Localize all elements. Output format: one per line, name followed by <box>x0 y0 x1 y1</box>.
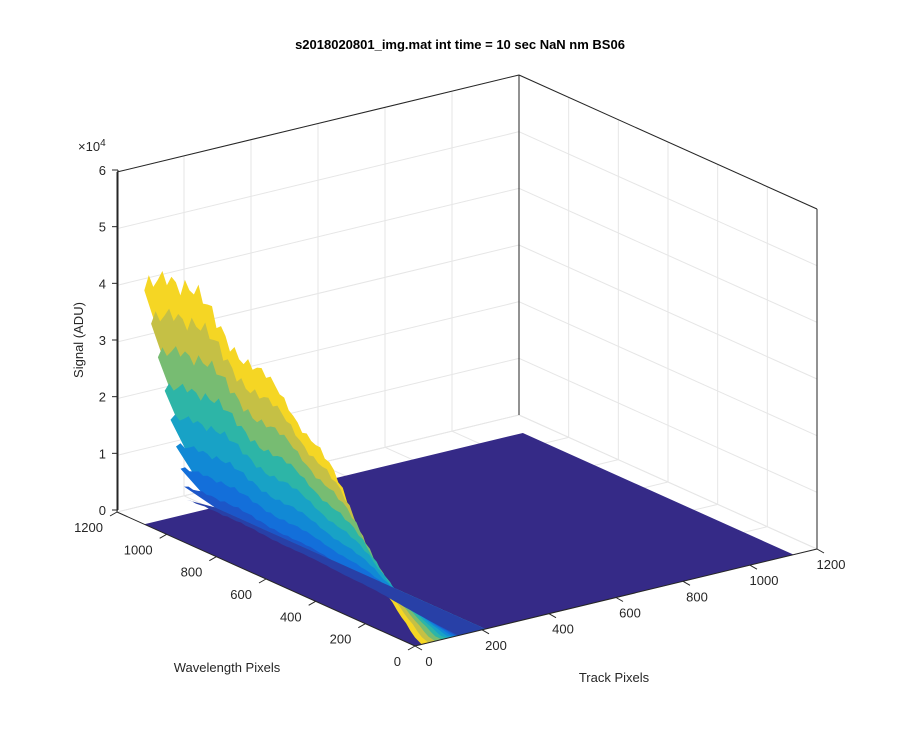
surface-band <box>176 443 486 637</box>
wavelength-tick-label: 1000 <box>124 542 153 557</box>
wavelength-tick-mark <box>159 533 167 539</box>
track-tick-mark <box>481 629 490 635</box>
track-tick-mark <box>749 564 758 570</box>
wavelength-tick-mark <box>407 645 416 651</box>
signal-tick-label: 3 <box>99 333 106 348</box>
grid-line <box>518 244 818 380</box>
track-tick-label: 400 <box>552 622 574 637</box>
surface-band <box>186 500 486 636</box>
surface-band <box>180 467 486 636</box>
z-axis-label: Signal (ADU) <box>71 302 86 378</box>
wavelength-tick-mark <box>308 600 316 606</box>
wavelength-tick-mark <box>109 511 118 517</box>
track-tick-label: 1000 <box>750 573 779 588</box>
signal-axis-ticks: 0 1 2 3 4 5 6 <box>99 163 118 518</box>
wavelength-tick-label: 0 <box>394 654 401 669</box>
wavelength-tick-mark <box>209 556 217 562</box>
wavelength-tick-label: 400 <box>280 609 302 624</box>
signal-tick-label: 2 <box>99 390 106 405</box>
track-tick-label: 200 <box>485 638 507 653</box>
signal-tick-label: 4 <box>99 276 106 291</box>
grid-line <box>116 187 520 286</box>
grid-line <box>116 131 520 230</box>
wavelength-tick-mark <box>258 578 267 584</box>
z-exponent: ×104 <box>78 138 106 154</box>
y-axis-label: Wavelength Pixels <box>174 660 281 675</box>
grid-line <box>518 414 818 550</box>
track-tick-mark <box>414 645 423 651</box>
surface-band <box>164 383 486 640</box>
surface-band <box>151 308 486 643</box>
x-axis-label: Track Pixels <box>579 670 650 685</box>
signal-tick-label: 6 <box>99 163 106 178</box>
track-tick-mark <box>615 597 624 602</box>
surface-band <box>157 346 486 642</box>
wavelength-axis-ticks: 0 200 400 600 800 1000 1200 <box>74 511 416 669</box>
signal-tick-label: 5 <box>99 220 106 235</box>
track-axis-ticks: 0 200 400 600 800 1000 1200 <box>414 548 846 669</box>
track-tick-label: 1200 <box>817 557 846 572</box>
wavelength-tick-label: 800 <box>181 565 203 580</box>
grid-line <box>518 187 818 323</box>
chart-title: s2018020801_img.mat int time = 10 sec Na… <box>295 37 625 52</box>
box-edge <box>518 74 818 210</box>
surface <box>144 271 794 646</box>
track-tick-mark <box>682 580 691 586</box>
wavelength-tick-label: 200 <box>330 632 352 647</box>
grid-line <box>518 357 818 493</box>
track-tick-label: 0 <box>425 654 432 669</box>
surface-band <box>170 414 486 639</box>
signal-tick-label: 1 <box>99 446 106 461</box>
grid-line <box>518 301 818 437</box>
wavelength-tick-label: 1200 <box>74 520 103 535</box>
signal-tick-label: 0 <box>99 503 106 518</box>
box-edge <box>116 74 520 173</box>
track-tick-label: 600 <box>619 606 641 621</box>
wavelength-tick-label: 600 <box>230 587 252 602</box>
grid-line <box>518 131 818 267</box>
track-tick-mark <box>816 548 825 554</box>
track-tick-mark <box>548 613 557 619</box>
track-tick-label: 800 <box>686 589 708 604</box>
wavelength-tick-mark <box>358 623 366 629</box>
